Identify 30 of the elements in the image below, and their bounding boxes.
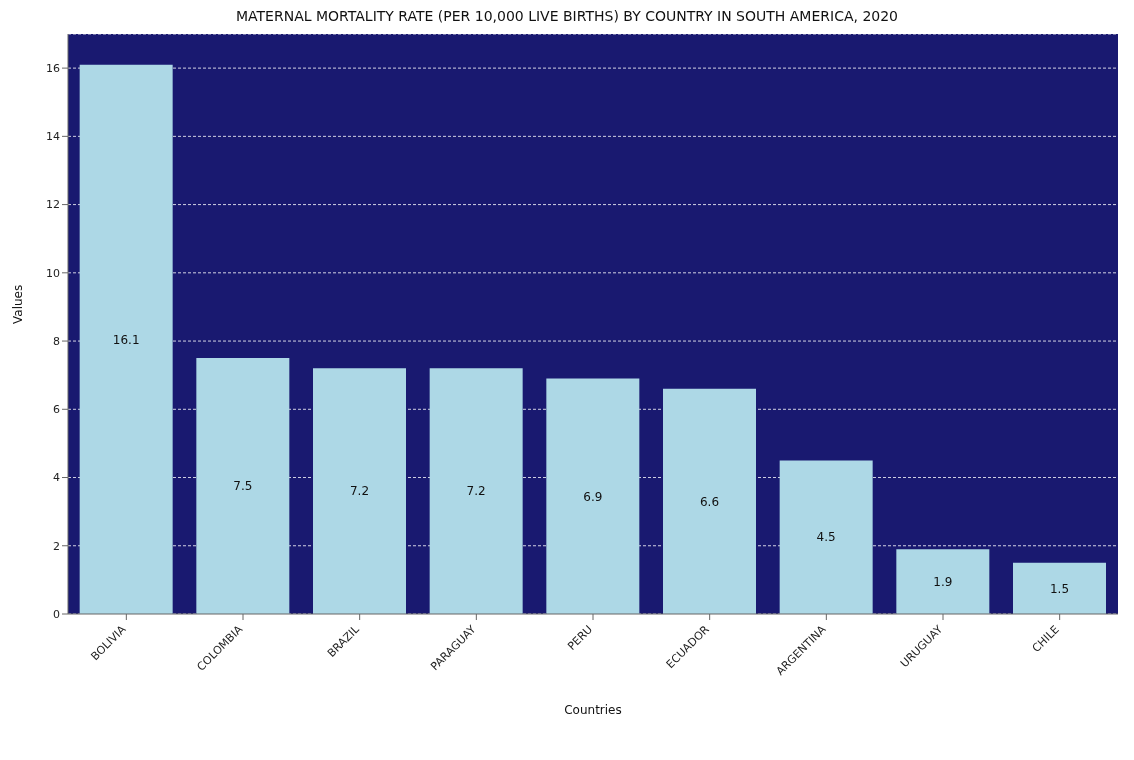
data-label: 1.9 — [933, 574, 953, 589]
y-tick-label: 14 — [46, 130, 60, 144]
chart-title: MATERNAL MORTALITY RATE (PER 10,000 LIVE BIRTHS) BY COUNTRY IN SOUTH AMERICA, 2020 — [235, 8, 899, 24]
data-label: 6.6 — [699, 494, 720, 509]
bar — [79, 64, 173, 614]
bar — [779, 460, 873, 614]
bar — [546, 378, 640, 614]
y-tick-label: 12 — [46, 198, 60, 212]
x-axis-title: Countries — [564, 703, 622, 717]
bar — [429, 368, 523, 614]
y-tick-label: 16 — [46, 62, 60, 76]
data-label: 7.2 — [349, 484, 370, 499]
y-tick-label: 2 — [53, 539, 60, 553]
bar — [196, 358, 290, 614]
bar — [313, 368, 406, 614]
bar — [896, 549, 990, 614]
y-axis-title: Values — [11, 284, 26, 324]
data-label: 7.2 — [466, 484, 486, 499]
y-tick-label: 6 — [53, 403, 60, 417]
data-label: 1.5 — [1049, 581, 1070, 596]
data-label: 7.5 — [233, 479, 253, 494]
y-tick-label: 10 — [46, 266, 60, 280]
data-label: 16.1 — [112, 332, 140, 347]
y-tick-label: 4 — [53, 471, 60, 485]
y-tick-label: 8 — [53, 334, 60, 348]
bar — [1013, 562, 1106, 614]
y-tick-label: 0 — [53, 607, 60, 621]
data-label: 6.9 — [583, 489, 603, 504]
data-label: 4.5 — [816, 530, 836, 545]
bar — [663, 388, 756, 614]
